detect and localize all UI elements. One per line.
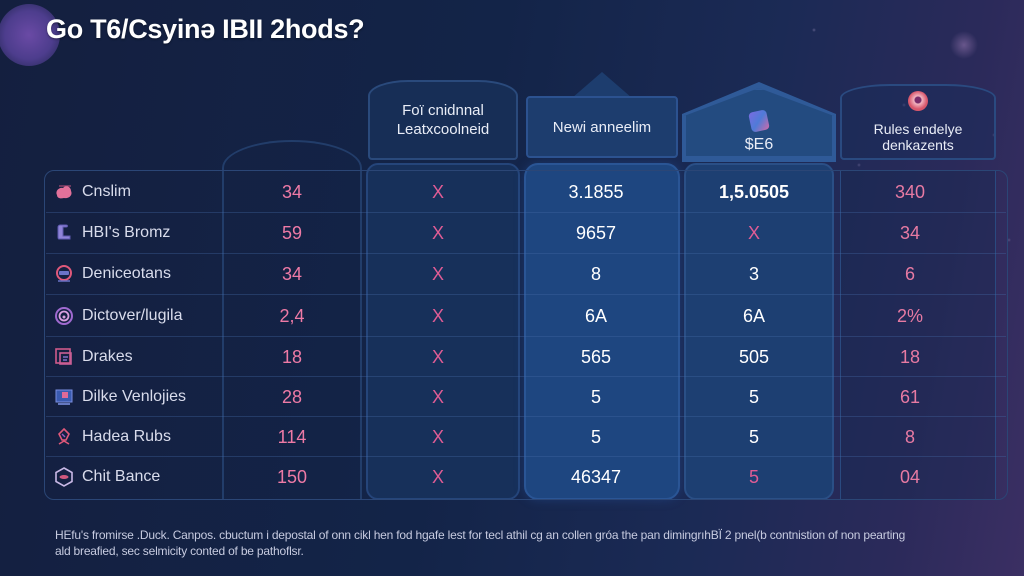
row-label: Dilke Venlojies [82, 388, 187, 405]
cell-x-mark: X [747, 222, 760, 243]
cell-value: 6 [904, 263, 915, 284]
orb-icon [908, 91, 928, 111]
cell-value: 8 [904, 426, 915, 447]
cell-value: 3.1855 [568, 181, 624, 202]
monitor-icon [54, 387, 74, 407]
row-label: HBI's Bromz [82, 224, 171, 241]
cell-value: 18 [281, 346, 303, 367]
cell-value: 2% [896, 305, 923, 326]
cell-value: 114 [277, 426, 307, 447]
cell-value: 565 [580, 346, 612, 367]
row-divider [46, 294, 1006, 295]
column-header-new[interactable]: Newi anneelim [526, 96, 678, 158]
cell-x-mark: X [431, 263, 444, 284]
cell-x-mark: X [431, 426, 444, 447]
cell-value: 6A [584, 305, 608, 326]
cell-value: 505 [738, 346, 770, 367]
cell-value: 6A [742, 305, 766, 326]
row-divider [46, 253, 1006, 254]
cell-x-mark: X [431, 466, 444, 487]
chair-icon [54, 223, 74, 243]
footnote-line1: HEfu's fromirse .Duck. Canpos. cbuctum i… [55, 528, 906, 542]
column-header-rules[interactable]: Rules endelye denkazents [840, 84, 996, 160]
table-row[interactable]: Deniceotans 34 X 8 3 6 [46, 254, 1006, 294]
table-row[interactable]: Dictover/lugila 2,4 X 6A 6A 2% [46, 296, 1006, 336]
row-label: Dictover/lugila [82, 307, 183, 324]
column-header-traditional[interactable]: Foï cnidnnal Leatxcoolneid [368, 80, 518, 160]
cell-x-mark: X [431, 386, 444, 407]
cell-value: 5 [590, 426, 601, 447]
target-icon [54, 306, 74, 326]
header-peak [572, 72, 632, 98]
row-divider [46, 456, 1006, 457]
cell-value: 18 [899, 346, 921, 367]
row-label: Cnslim [82, 183, 131, 200]
cell-value: 340 [894, 181, 926, 202]
row-divider [46, 336, 1006, 337]
cell-value: 2,4 [279, 305, 305, 326]
row-label: Hadea Rubs [82, 428, 171, 445]
header-line2: denkazents [882, 137, 954, 153]
header-line1: $E6 [744, 135, 774, 153]
cell-value: 34 [899, 222, 921, 243]
cell-x-mark: X [431, 346, 444, 367]
cell-value: 34 [281, 181, 303, 202]
cell-value: 5 [748, 426, 759, 447]
hexagon-icon [54, 467, 74, 487]
column-seg [684, 163, 834, 500]
header-line2: Leatxcoolneid [396, 121, 490, 138]
cell-x-mark: X [431, 222, 444, 243]
footnote-line2: ald breafied, sec selmicity conted of be… [55, 544, 304, 558]
cell-value: 59 [281, 222, 303, 243]
cell-value: 1,5.0505 [718, 181, 790, 202]
card-icon [748, 108, 770, 133]
column-new [524, 163, 680, 500]
cell-value: 61 [899, 386, 921, 407]
header-line1: Foï cnidnnal [402, 102, 484, 119]
row-divider [46, 376, 1006, 377]
table-row[interactable]: Chit Bance 150 X 46347 5 04 [46, 457, 1006, 497]
table-row[interactable]: Dilke Venlojies 28 X 5 5 61 [46, 377, 1006, 417]
cell-value: 46347 [570, 466, 622, 487]
table-row[interactable]: Hadea Rubs 114 X 5 5 8 [46, 417, 1006, 457]
blob-icon [54, 182, 74, 202]
helmet-icon [54, 264, 74, 284]
cell-value: 04 [899, 466, 921, 487]
cell-x-mark: X [431, 181, 444, 202]
cell-value: 3 [748, 263, 759, 284]
cell-value: 34 [281, 263, 303, 284]
column-rules [840, 170, 996, 500]
column-traditional [366, 163, 520, 500]
table-row[interactable]: Drakes 18 X 565 505 18 [46, 337, 1006, 377]
cell-value: 9657 [575, 222, 617, 243]
comparison-table [44, 170, 1008, 500]
row-divider [46, 416, 1006, 417]
cell-value: 5 [748, 386, 759, 407]
page-title: Go T6/Csyinə IBII 2hods? [46, 14, 365, 44]
row-label: Deniceotans [82, 265, 171, 282]
header-line1: Rules endelye [873, 121, 963, 137]
decorative-orb [0, 4, 60, 66]
header-line1: Newi anneelim [552, 118, 652, 136]
row-divider [46, 212, 1006, 213]
cell-value: 5 [748, 466, 759, 487]
cell-value: 8 [590, 263, 601, 284]
row-label: Chit Bance [82, 468, 161, 485]
flame-icon [54, 427, 74, 447]
cell-value: 5 [590, 386, 601, 407]
column-base-frame [222, 140, 362, 500]
table-row[interactable]: HBI's Bromz 59 X 9657 X 34 [46, 213, 1006, 253]
table-row[interactable]: Cnslim 34 X 3.1855 1,5.0505 340 [46, 172, 1006, 212]
cell-x-mark: X [431, 305, 444, 326]
column-header-seg[interactable]: $E6 [684, 88, 834, 158]
window-icon [54, 347, 74, 367]
cell-value: 150 [276, 466, 308, 487]
cell-value: 28 [281, 386, 303, 407]
row-label: Drakes [82, 348, 133, 365]
footnote: HEfu's fromirse .Duck. Canpos. cbuctum i… [55, 527, 965, 559]
